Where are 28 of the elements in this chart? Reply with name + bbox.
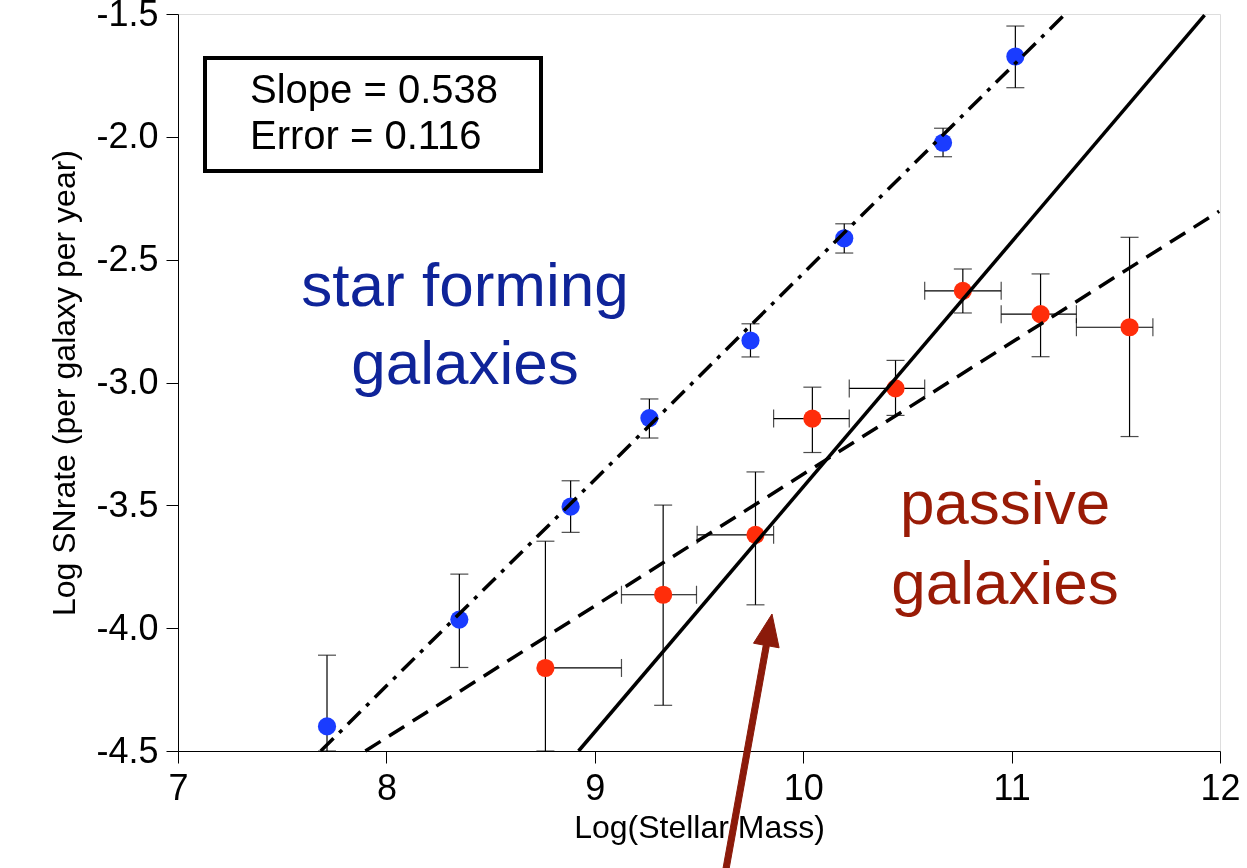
x-tick-label: 7 <box>168 766 189 808</box>
point <box>933 133 953 152</box>
y-tick-label: -3.0 <box>96 361 159 402</box>
y-tick-label: -2.5 <box>96 238 159 280</box>
point <box>741 331 760 350</box>
annotation: Error = 0.116 <box>250 113 482 157</box>
point <box>1120 318 1139 337</box>
y-tick-label: -2.0 <box>96 115 159 157</box>
y-tick-label: -4.5 <box>96 729 159 771</box>
point <box>1031 305 1050 324</box>
y-tick-label: -1.5 <box>96 0 159 34</box>
x-tick-label: 10 <box>783 766 824 808</box>
x-tick-label: 8 <box>376 766 397 808</box>
x-tick-label: 9 <box>585 766 606 808</box>
y-tick-label: -4.0 <box>96 606 159 648</box>
x-axis-title: Log(Stellar Mass) <box>574 808 825 845</box>
annotation: Slope = 0.538 <box>250 67 498 111</box>
point <box>654 585 673 604</box>
series-label: star forming galaxies <box>301 250 629 397</box>
x-tick-label: 12 <box>1200 766 1241 808</box>
series-label: passive galaxies <box>891 468 1119 617</box>
point <box>536 658 555 678</box>
x-tick-label: 11 <box>993 766 1031 808</box>
point <box>317 717 337 736</box>
point <box>803 409 822 428</box>
point <box>1006 47 1025 66</box>
y-tick-label: -3.5 <box>96 483 159 525</box>
y-axis-title: Log SNrate (per galaxy per year) <box>46 150 83 616</box>
